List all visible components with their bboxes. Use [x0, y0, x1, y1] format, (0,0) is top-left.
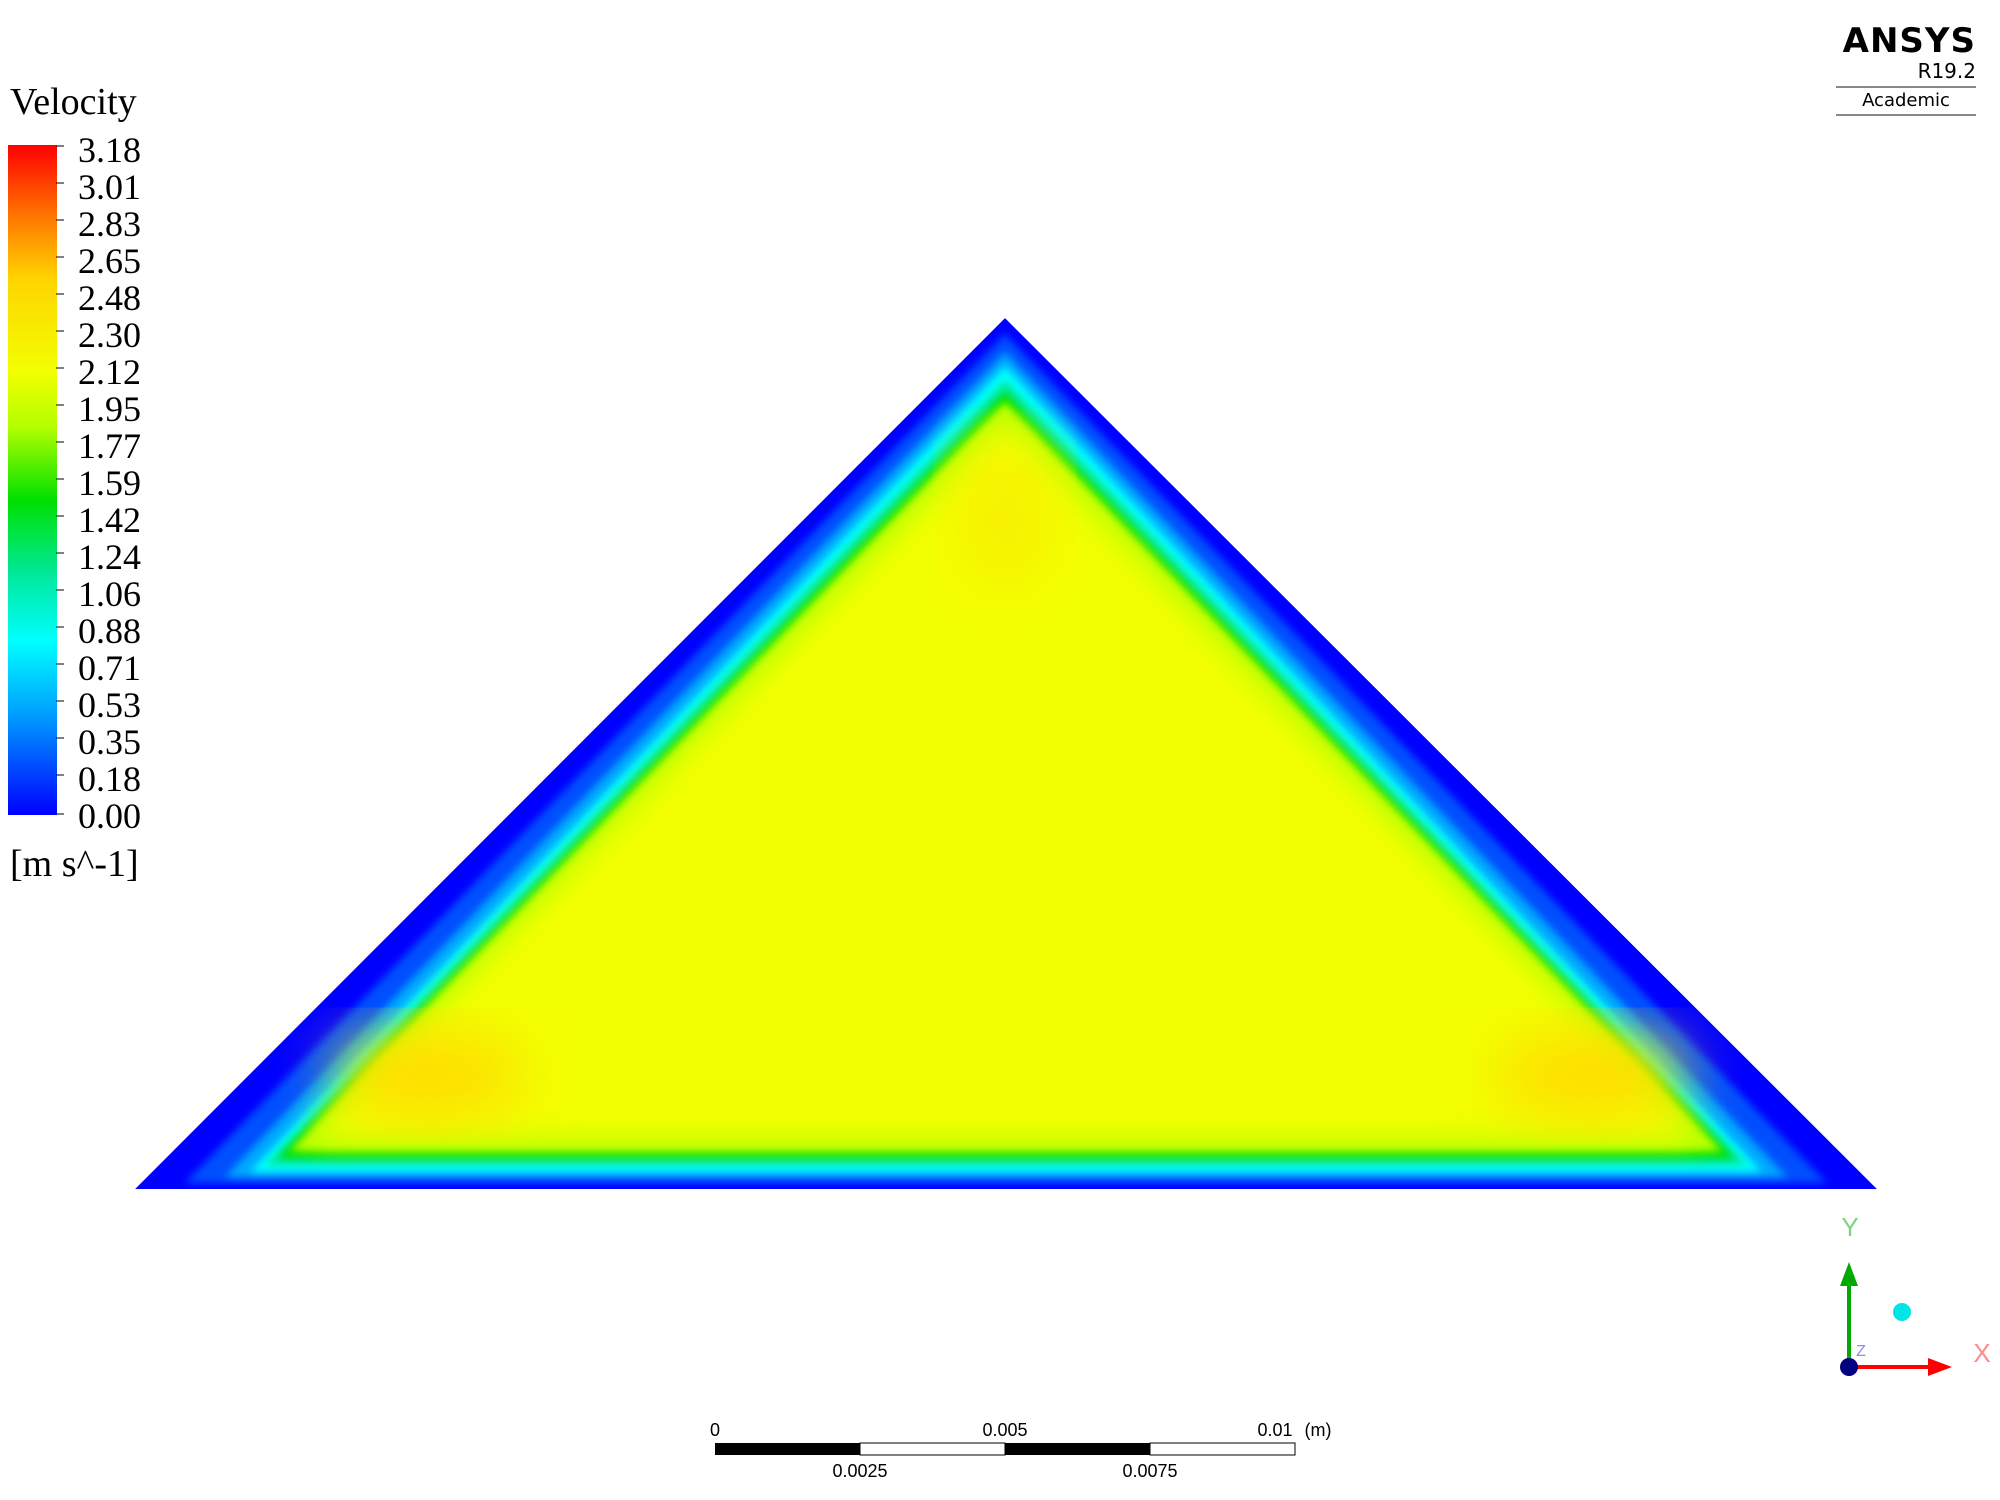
scale-label: 0.0075	[1122, 1461, 1177, 1481]
legend-tick-label: 1.06	[78, 574, 141, 614]
legend-title: Velocity	[10, 81, 137, 123]
legend-tick-label: 1.59	[78, 463, 141, 503]
legend-tick-label: 2.83	[78, 204, 141, 244]
logo-version: R19.2	[1917, 59, 1976, 83]
scale-segment	[1005, 1443, 1150, 1455]
core-region	[310, 420, 1700, 1140]
y-axis-arrow	[1840, 1262, 1858, 1286]
y-axis-label: Y	[1841, 1212, 1858, 1242]
corner-peak-left	[335, 1033, 525, 1117]
scale-unit: (m)	[1305, 1420, 1332, 1440]
legend-tick-label: 3.01	[78, 167, 141, 207]
iso-view-marker	[1893, 1303, 1911, 1321]
ansys-logo: ANSYS R19.2 Academic	[1836, 22, 1976, 116]
x-axis-arrow	[1928, 1358, 1952, 1376]
x-axis-label: X	[1973, 1338, 1990, 1368]
scale-label: 0.0025	[832, 1461, 887, 1481]
legend-colorbar	[8, 145, 57, 815]
legend-tick-label: 0.35	[78, 722, 141, 762]
legend-tick-label: 2.48	[78, 278, 141, 318]
legend-tick-label: 1.77	[78, 426, 141, 466]
scale-label: 0.005	[982, 1420, 1027, 1440]
legend-tick-marks	[56, 145, 64, 815]
logo-brand: ANSYS	[1842, 21, 1976, 61]
corner-peak-top	[960, 450, 1050, 590]
legend-tick-label: 0.00	[78, 796, 141, 836]
scale-bar: 0 0.005 0.01 (m) 0.0025 0.0075	[710, 1420, 1332, 1481]
legend-tick-label: 2.30	[78, 315, 141, 355]
legend-tick-label: 3.18	[78, 130, 141, 170]
legend-tick-label: 0.88	[78, 611, 141, 651]
legend-tick-label: 2.12	[78, 352, 141, 392]
legend-tick-label: 1.42	[78, 500, 141, 540]
z-axis-label: Z	[1856, 1343, 1866, 1360]
axis-triad: Y X Z	[1840, 1212, 1991, 1376]
scale-label: 0.01	[1257, 1420, 1292, 1440]
legend-tick-label: 0.18	[78, 759, 141, 799]
legend-tick-label: 1.95	[78, 389, 141, 429]
scale-segment	[715, 1443, 860, 1455]
legend-tick-labels: 3.18 3.01 2.83 2.65 2.48 2.30 2.12 1.95 …	[78, 130, 168, 836]
scale-segment	[1149, 1442, 1296, 1456]
scale-segment	[859, 1442, 1006, 1456]
scale-label: 0	[710, 1420, 720, 1440]
legend-tick-label: 0.53	[78, 685, 141, 725]
legend-tick-label: 1.24	[78, 537, 141, 577]
corner-peak-right	[1495, 1033, 1685, 1117]
legend-unit: [m s^-1]	[10, 843, 139, 885]
legend-tick-label: 0.71	[78, 648, 141, 688]
logo-edition: Academic	[1836, 86, 1976, 116]
origin-marker	[1840, 1358, 1858, 1376]
legend-tick-label: 2.65	[78, 241, 141, 281]
